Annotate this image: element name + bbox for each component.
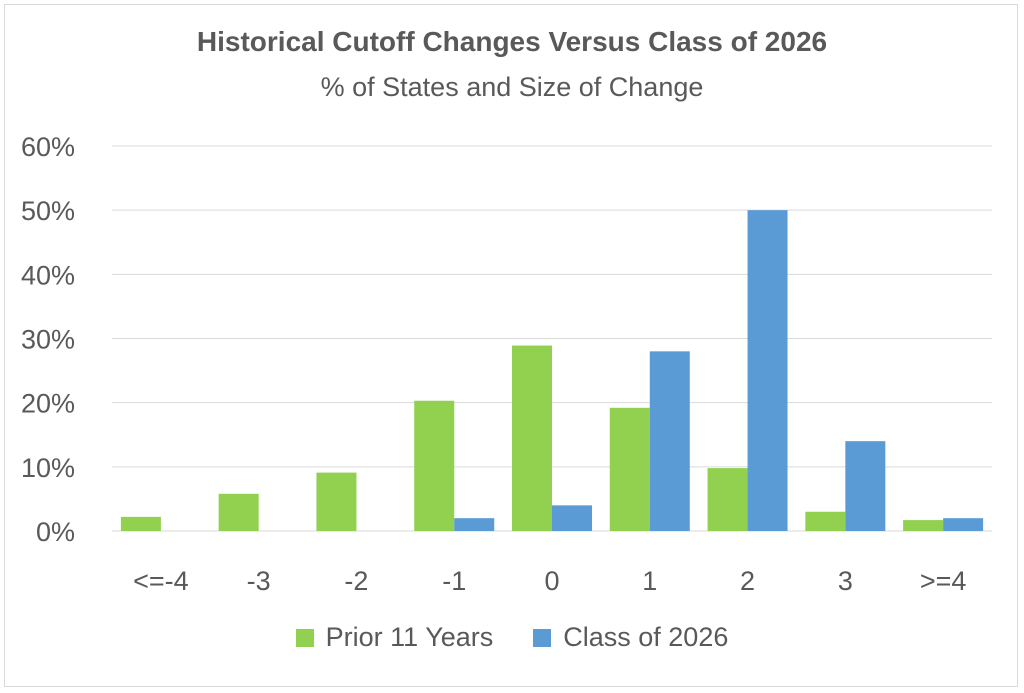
bar-prior-3 (414, 400, 455, 531)
legend-item-prior: Prior 11 Years (295, 622, 494, 653)
bar-class-8 (943, 518, 984, 531)
chart-title: Historical Cutoff Changes Versus Class o… (196, 26, 828, 57)
y-tick-label: 60% (21, 132, 75, 162)
legend-swatch-prior (295, 628, 314, 647)
x-tick-label: -1 (442, 566, 466, 596)
bar-prior-7 (805, 511, 846, 531)
x-tick-label: >=4 (920, 566, 967, 596)
y-tick-label: 10% (21, 453, 75, 483)
bar-prior-5 (609, 407, 650, 531)
bar-prior-6 (707, 468, 748, 531)
legend-item-class: Class of 2026 (533, 622, 728, 653)
x-tick-label: -3 (247, 566, 271, 596)
bar-class-6 (747, 210, 788, 531)
bar-prior-0 (120, 516, 161, 531)
legend-label-class: Class of 2026 (563, 622, 729, 652)
x-tick-label: -2 (344, 566, 368, 596)
y-tick-label: 0% (36, 517, 75, 547)
bar-prior-8 (903, 520, 944, 531)
chart-frame (4, 4, 1018, 687)
bar-prior-1 (218, 493, 259, 531)
legend-label-prior: Prior 11 Years (325, 622, 494, 652)
y-tick-label: 20% (21, 389, 75, 419)
bar-class-3 (454, 518, 495, 531)
y-tick-label: 50% (21, 196, 75, 226)
x-tick-label: 3 (838, 566, 853, 596)
legend-swatch-class (533, 628, 552, 647)
bar-class-4 (552, 505, 592, 531)
x-tick-label: <=-4 (133, 566, 189, 596)
chart-subtitle: % of States and Size of Change (320, 72, 704, 102)
y-tick-label: 30% (21, 325, 75, 355)
bar-prior-4 (512, 345, 552, 531)
legend: Prior 11 Years Class of 2026 (0, 622, 1024, 653)
bar-prior-2 (316, 472, 357, 531)
x-tick-label: 1 (642, 566, 657, 596)
bar-class-5 (649, 351, 690, 531)
bar-class-7 (845, 441, 886, 531)
x-tick-label: 0 (544, 566, 559, 596)
y-tick-label: 40% (21, 260, 75, 290)
x-tick-label: 2 (740, 566, 755, 596)
